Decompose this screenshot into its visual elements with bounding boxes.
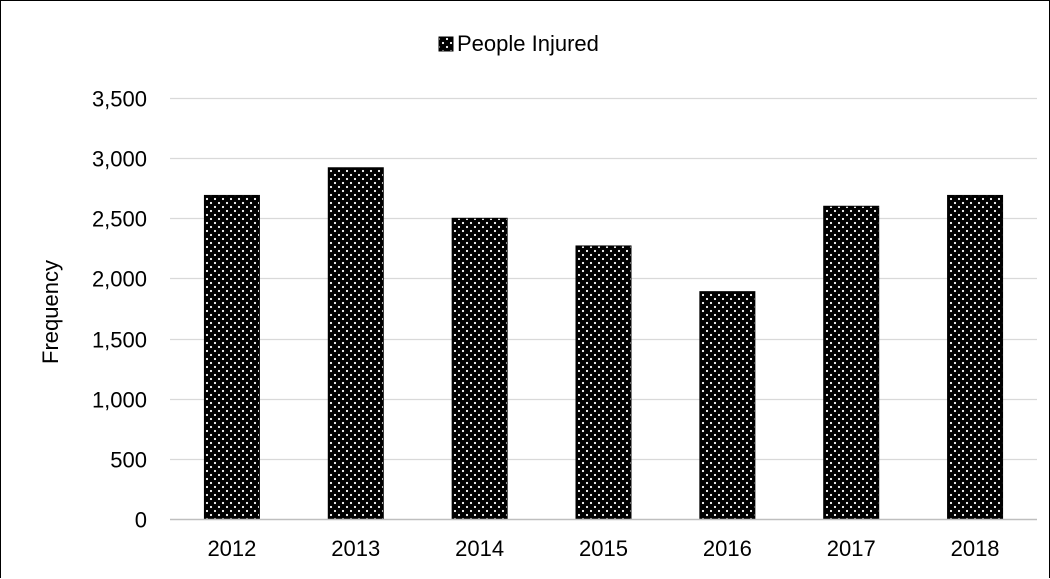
x-tick-label: 2015 (579, 536, 628, 561)
x-tick-label: 2017 (827, 536, 876, 561)
legend-label: People Injured (457, 31, 599, 56)
y-tick-label: 0 (135, 508, 147, 533)
bar-2014 (451, 217, 508, 520)
y-tick-label: 1,500 (92, 328, 147, 353)
y-tick-labels: 0 500 1,000 1,500 2,000 2,500 3,000 3,500 (92, 87, 147, 533)
y-tick-label: 2,000 (92, 267, 147, 292)
bar-2012 (203, 194, 260, 520)
x-tick-labels: 2012 2013 2014 2015 2016 2017 2018 (207, 536, 999, 561)
y-axis-title: Frequency (38, 260, 63, 364)
legend-swatch (438, 36, 454, 52)
y-tick-label: 3,000 (92, 147, 147, 172)
bar-2017 (823, 205, 880, 520)
y-tick-label: 1,000 (92, 388, 147, 413)
bar-2016 (699, 291, 756, 520)
x-tick-label: 2012 (207, 536, 256, 561)
x-tick-label: 2018 (951, 536, 1000, 561)
legend: People Injured (438, 31, 599, 56)
bar-2013 (327, 167, 384, 520)
x-tick-label: 2013 (331, 536, 380, 561)
bar-2018 (947, 194, 1004, 520)
bars (203, 167, 1004, 520)
y-tick-label: 3,500 (92, 87, 147, 112)
y-tick-label: 500 (110, 448, 147, 473)
x-tick-label: 2014 (455, 536, 504, 561)
bar-2015 (575, 245, 632, 520)
x-tick-label: 2016 (703, 536, 752, 561)
y-tick-label: 2,500 (92, 207, 147, 232)
